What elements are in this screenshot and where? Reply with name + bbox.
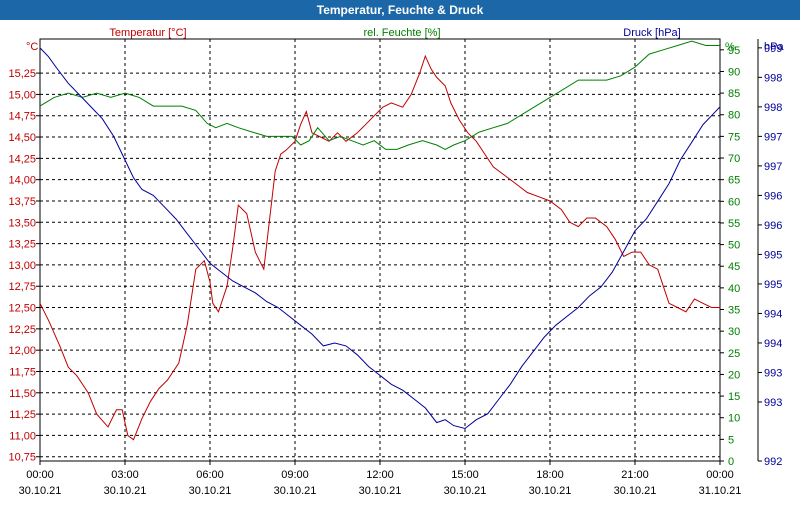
x-axis-ticks: 00:00 30.10.21 03:00 30.10.21 06:00 30.10.21 0… <box>19 461 742 497</box>
hum-tick-label: 0 <box>728 456 734 468</box>
temp-tick-label: 12,50 <box>8 303 36 315</box>
temp-tick-label: 11,25 <box>9 409 36 421</box>
temp-tick-label: 13,50 <box>8 217 36 229</box>
series-layer <box>39 40 721 441</box>
x-tick-time: 00:00 <box>26 469 54 481</box>
hum-tick-label: 65 <box>728 175 740 187</box>
x-tick-time: 06:00 <box>196 469 224 481</box>
x-tick-time: 03:00 <box>111 469 139 481</box>
press-axis-ticks: 999 998 998 997 997 996 996 995 995 994 994 993 993 9… <box>757 39 782 468</box>
temp-tick-label: 13,25 <box>8 239 36 251</box>
hum-tick-label: 15 <box>728 391 740 403</box>
x-tick-time: 18:00 <box>536 469 564 481</box>
temp-tick-label: 14,75 <box>8 111 36 123</box>
x-tick-date: 30.10.21 <box>359 485 402 497</box>
chart-svg: °C Temperatur [°C] rel. Feuchte [%] Druc… <box>8 27 784 497</box>
temp-tick-label: 11,75 <box>9 366 36 378</box>
hum-tick-label: 60 <box>728 196 740 208</box>
temp-tick-label: 13,75 <box>8 196 36 208</box>
press-tick-label: 993 <box>764 367 782 379</box>
press-tick-label: 996 <box>764 190 782 202</box>
hum-tick-label: 70 <box>728 153 740 165</box>
hum-tick-label: 40 <box>728 283 740 295</box>
x-tick-date: 31.10.21 <box>699 485 742 497</box>
temp-tick-label: 15,00 <box>8 89 36 101</box>
hum-tick-label: 75 <box>728 131 740 143</box>
x-tick-time: 12:00 <box>366 469 394 481</box>
hum-tick-label: 55 <box>728 218 740 230</box>
x-tick-time: 21:00 <box>621 469 649 481</box>
temp-tick-label: 11,00 <box>9 430 36 442</box>
hum-tick-label: 20 <box>728 369 740 381</box>
x-tick-date: 30.10.21 <box>19 485 62 497</box>
x-tick-date: 30.10.21 <box>444 485 487 497</box>
press-tick-label: 997 <box>764 131 782 143</box>
temp-tick-label: 12,00 <box>8 345 36 357</box>
x-tick-time: 00:00 <box>706 469 734 481</box>
press-tick-label: 998 <box>764 72 782 84</box>
press-tick-label: 998 <box>764 102 782 114</box>
press-unit-label: hPa <box>764 41 784 53</box>
chart-area: °C Temperatur [°C] rel. Feuchte [%] Druc… <box>0 20 800 500</box>
press-tick-label: 994 <box>764 338 782 350</box>
temp-unit-label: °C <box>26 41 38 53</box>
humidity-line <box>39 40 720 150</box>
hum-tick-label: 45 <box>728 261 740 273</box>
press-tick-label: 996 <box>764 220 782 232</box>
hum-tick-label: 30 <box>728 326 740 338</box>
temp-axis-title: Temperatur [°C] <box>109 27 186 39</box>
press-tick-label: 992 <box>764 456 782 468</box>
hum-tick-label: 90 <box>728 66 740 78</box>
hum-tick-label: 85 <box>728 88 740 100</box>
temp-tick-label: 15,25 <box>8 68 36 80</box>
x-tick-time: 09:00 <box>281 469 309 481</box>
grid-lines <box>40 39 720 461</box>
press-tick-label: 997 <box>764 161 782 173</box>
hum-tick-label: 10 <box>728 413 740 425</box>
press-axis-title: Druck [hPa] <box>623 27 680 39</box>
hum-tick-label: 25 <box>728 348 740 360</box>
x-tick-date: 30.10.21 <box>104 485 147 497</box>
temp-tick-label: 13,00 <box>8 260 36 272</box>
hum-tick-label: 5 <box>728 434 734 446</box>
hum-tick-label: 95 <box>728 45 740 57</box>
temp-tick-label: 12,75 <box>8 281 36 293</box>
x-tick-time: 15:00 <box>451 469 479 481</box>
temp-tick-label: 14,50 <box>8 132 36 144</box>
hum-axis-title: rel. Feuchte [%] <box>363 27 440 39</box>
press-tick-label: 999 <box>764 43 782 55</box>
x-tick-date: 30.10.21 <box>274 485 317 497</box>
temp-tick-label: 12,25 <box>8 324 36 336</box>
temp-tick-label: 10,75 <box>8 452 36 464</box>
hum-unit-label: % <box>725 41 735 53</box>
press-tick-label: 993 <box>764 397 782 409</box>
chart-title: Temperatur, Feuchte & Druck <box>316 3 484 17</box>
temp-tick-label: 14,25 <box>8 153 36 165</box>
hum-tick-label: 35 <box>728 305 740 317</box>
x-tick-date: 30.10.21 <box>189 485 232 497</box>
hum-tick-label: 50 <box>728 240 740 252</box>
temp-tick-label: 14,00 <box>8 175 36 187</box>
press-tick-label: 995 <box>764 279 782 291</box>
hum-tick-label: 80 <box>728 110 740 122</box>
press-tick-label: 995 <box>764 249 782 261</box>
x-tick-date: 30.10.21 <box>614 485 657 497</box>
pressure-line <box>39 47 721 430</box>
x-tick-date: 30.10.21 <box>529 485 572 497</box>
temperature-line <box>39 54 720 441</box>
press-tick-label: 994 <box>764 308 782 320</box>
chart-title-bar: Temperatur, Feuchte & Druck <box>0 0 800 20</box>
temp-axis-ticks: 15,25 15,00 14,75 14,50 14,25 14,00 13,75 13,50… <box>8 68 40 464</box>
temp-tick-label: 11,50 <box>9 388 36 400</box>
